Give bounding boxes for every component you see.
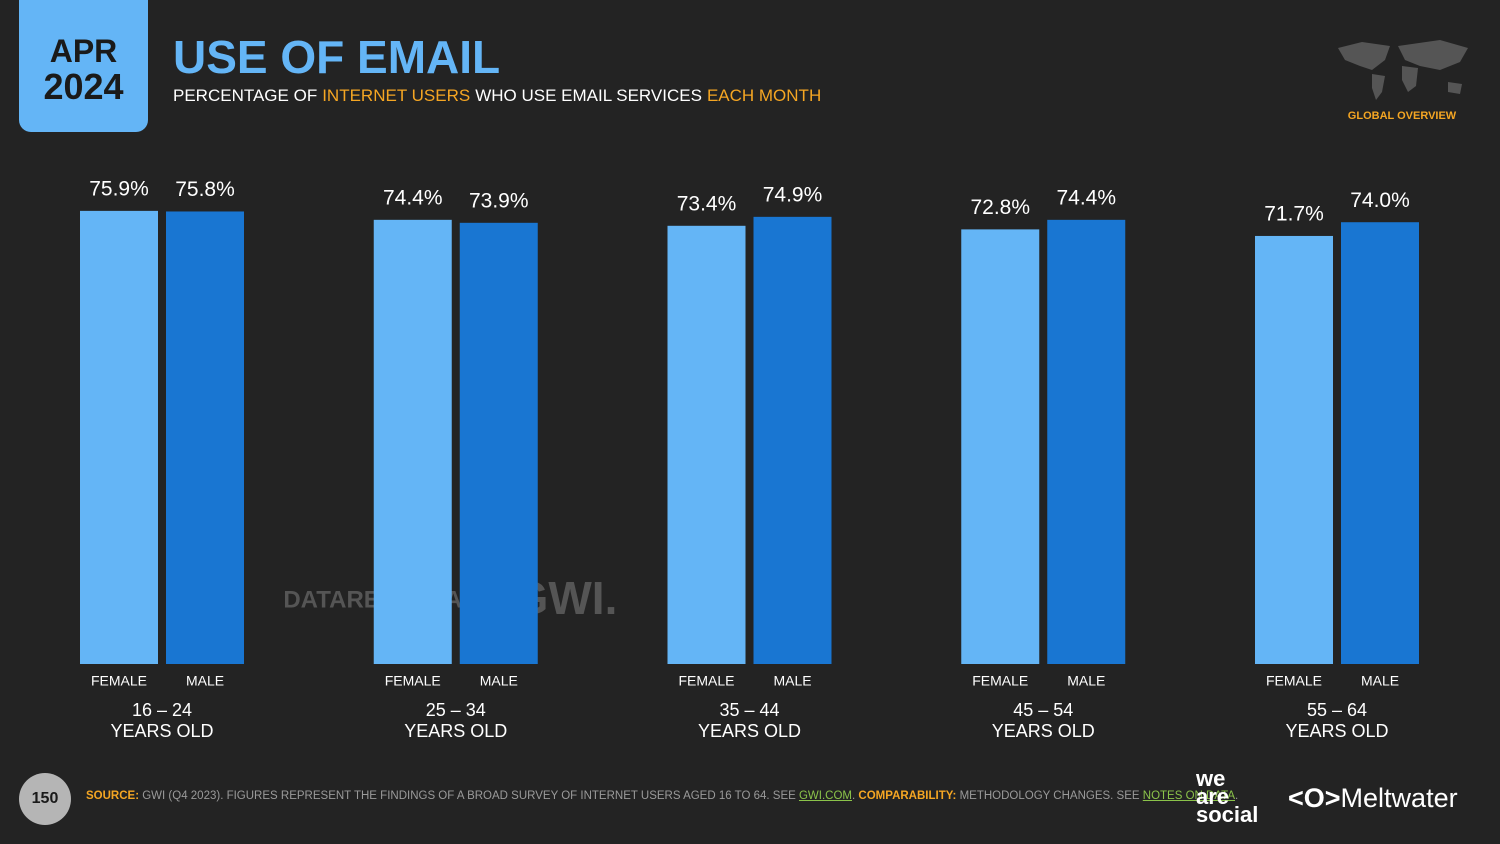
value-label: 75.8% [175,178,235,201]
source-label: SOURCE: [86,790,140,802]
category-label: 16 – 24 [132,700,192,720]
bar [459,222,538,664]
bar-label: MALE [1067,673,1105,689]
category-sublabel: YEARS OLD [1285,721,1388,741]
value-label: 74.4% [1056,186,1116,209]
category-sublabel: YEARS OLD [992,721,1095,741]
chart-title: USE OF EMAIL [173,31,501,83]
bar-label: FEMALE [385,673,441,689]
category-sublabel: YEARS OLD [110,721,213,741]
logo: <O>Meltwater [1288,783,1458,813]
bar [1341,222,1419,664]
logo-text: social [1196,802,1259,827]
category-label: 25 – 34 [426,700,486,720]
category-sublabel: YEARS OLD [698,721,801,741]
bar [373,219,452,664]
source-link[interactable]: NOTES ON DATA [1142,790,1236,802]
logo-text: Meltwater [1340,783,1458,813]
bar [80,210,158,664]
category-label: 35 – 44 [719,700,779,720]
source-text: . [1235,790,1239,802]
category-sublabel: YEARS OLD [404,721,507,741]
bar [1047,219,1126,664]
source-text: METHODOLOGY CHANGES. SEE [959,790,1140,802]
source-note: SOURCE: GWI (Q4 2023). FIGURES REPRESENT… [86,790,1238,802]
value-label: 74.0% [1350,189,1410,212]
source-label: COMPARABILITY: [858,790,957,802]
value-label: 74.9% [763,183,823,206]
bar-label: MALE [186,673,224,689]
source-text: . [852,790,856,802]
bar-label: FEMALE [972,673,1028,689]
page-number: 150 [19,773,71,825]
value-label: 73.4% [677,192,737,215]
bar-label: MALE [773,673,811,689]
subtitle-part: PERCENTAGE OF [173,86,318,105]
bar-label: MALE [1361,673,1399,689]
bar-label: FEMALE [1266,673,1322,689]
source-text: GWI (Q4 2023). FIGURES REPRESENT THE FIN… [142,790,796,802]
badge-year: 2024 [43,66,124,107]
logo: we are social [1196,766,1259,827]
category-label: 55 – 64 [1307,700,1367,720]
bar [166,211,244,664]
source-link[interactable]: GWI.COM [798,790,853,802]
value-label: 72.8% [970,196,1030,219]
value-label: 75.9% [89,177,149,200]
bar-label: FEMALE [91,673,147,689]
value-label: 73.9% [469,189,529,212]
badge-month: APR [49,33,118,69]
value-label: 74.4% [383,186,443,209]
logo-text: we [1196,766,1226,791]
logo-text: are [1196,784,1230,809]
category-label: 45 – 54 [1013,700,1073,720]
bar [961,229,1040,664]
value-label: 71.7% [1264,202,1324,225]
subtitle-part: WHO USE EMAIL SERVICES [475,86,702,105]
date-badge: APR 2024 [19,0,148,132]
world-map [1338,40,1468,100]
region-label: GLOBAL OVERVIEW [1347,110,1457,122]
subtitle: PERCENTAGE OF INTERNET USERS WHO USE EMAIL… [173,86,826,106]
subtitle-highlight: INTERNET USERS [322,86,471,105]
bar-label: FEMALE [678,673,734,689]
bar [1255,235,1333,665]
bar [667,225,746,664]
bar [753,216,832,665]
subtitle-highlight: EACH MONTH [706,86,822,105]
bar-label: MALE [480,673,518,689]
